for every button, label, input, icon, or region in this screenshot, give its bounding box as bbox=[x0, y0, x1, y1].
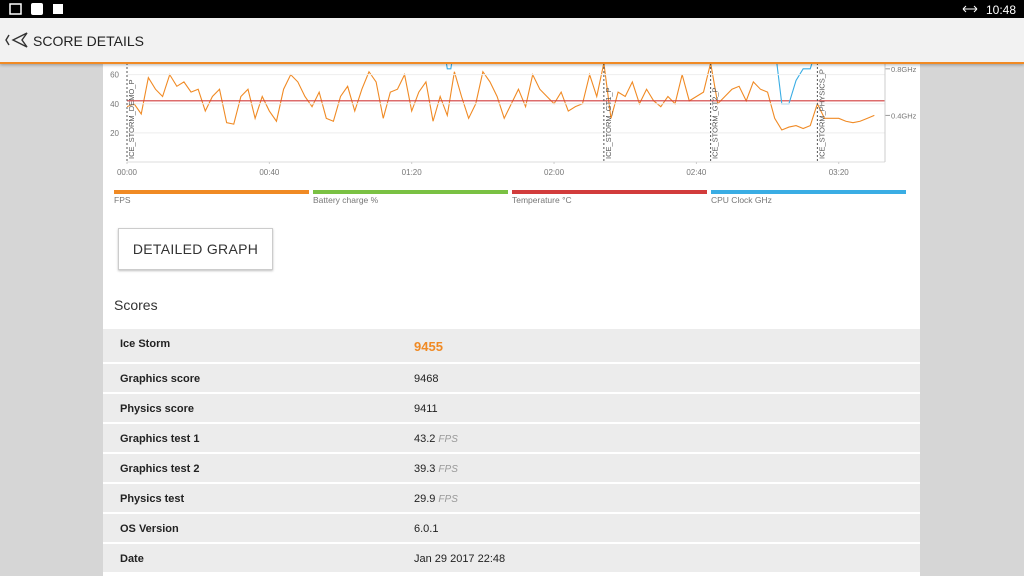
phase-label: ICE_STORM_GT1_P bbox=[604, 87, 613, 159]
score-number: 6.0.1 bbox=[414, 523, 439, 535]
y-tick-label: 20 bbox=[110, 129, 119, 138]
score-number: 29.9 bbox=[414, 493, 436, 505]
legend-label: Battery charge % bbox=[313, 195, 379, 205]
section-title: Scores bbox=[114, 297, 158, 313]
score-value: Jan 29 2017 22:48 bbox=[414, 553, 505, 565]
score-row: OS Version 6.0.1 bbox=[103, 512, 920, 542]
score-row: Date Jan 29 2017 22:48 bbox=[103, 542, 920, 572]
legend-swatch bbox=[313, 190, 508, 194]
score-value: 29.9 FPS bbox=[414, 493, 458, 505]
y-tick-label: 60 bbox=[110, 71, 119, 80]
legend-label: FPS bbox=[114, 195, 131, 205]
graph: 20 40 60 0.4GHz 0.8GHz 00:00 00:40 01:20 02:00 02… bbox=[110, 63, 917, 205]
score-value: 43.2 FPS bbox=[414, 433, 458, 445]
scores-table: Ice Storm 9455 Graphics score 9468 Physics s… bbox=[103, 327, 920, 572]
score-value: 9468 bbox=[414, 373, 438, 385]
score-number: 43.2 bbox=[414, 433, 436, 445]
back-button[interactable] bbox=[2, 18, 32, 62]
score-row: Graphics test 2 39.3 FPS bbox=[103, 452, 920, 482]
status-icons bbox=[9, 3, 63, 15]
series-line bbox=[127, 63, 875, 131]
score-row: Graphics score 9468 bbox=[103, 362, 920, 392]
score-name: OS Version bbox=[120, 523, 179, 535]
legend-swatch bbox=[114, 190, 309, 194]
score-unit: FPS bbox=[438, 434, 458, 445]
clock: 10:48 bbox=[985, 3, 1016, 17]
score-row: Physics test 29.9 FPS bbox=[103, 482, 920, 512]
score-row: Ice Storm 9455 bbox=[103, 327, 920, 362]
legend-label: CPU Clock GHz bbox=[711, 195, 772, 205]
phase-label: ICE_STORM_GT2_P bbox=[711, 87, 720, 159]
score-name: Graphics score bbox=[120, 373, 201, 385]
x-tick-label: 03:20 bbox=[829, 168, 850, 177]
score-unit: FPS bbox=[438, 464, 458, 475]
x-tick-label: 00:40 bbox=[259, 168, 280, 177]
x-tick-label: 01:20 bbox=[402, 168, 423, 177]
phase-label: ICE_STORM_PHYSICS_P bbox=[817, 69, 826, 159]
app-bar: SCORE DETAILS bbox=[0, 18, 1024, 64]
score-name: Date bbox=[120, 553, 144, 565]
score-row: Graphics test 1 43.2 FPS bbox=[103, 422, 920, 452]
score-value: 6.0.1 bbox=[414, 523, 438, 535]
detailed-graph-button[interactable]: DETAILED GRAPH bbox=[118, 228, 273, 270]
score-name: Graphics test 2 bbox=[120, 463, 200, 475]
score-row: Physics score 9411 bbox=[103, 392, 920, 422]
y2-tick-label: 0.4GHz bbox=[891, 111, 917, 120]
x-tick-label: 02:40 bbox=[686, 168, 707, 177]
score-unit: FPS bbox=[438, 494, 458, 505]
legend-label: Temperature °C bbox=[512, 195, 572, 205]
score-name: Graphics test 1 bbox=[120, 433, 200, 445]
status-bar: 10:48 bbox=[0, 0, 1024, 18]
score-name: Ice Storm bbox=[120, 338, 171, 350]
phase-label: ICE_STORM_DEMO_P bbox=[127, 80, 136, 159]
score-value: 39.3 FPS bbox=[414, 463, 458, 475]
score-number: 9455 bbox=[414, 339, 443, 354]
x-tick-label: 00:00 bbox=[117, 168, 138, 177]
score-name: Physics test bbox=[120, 493, 185, 505]
y-tick-label: 40 bbox=[110, 100, 119, 109]
score-number: Jan 29 2017 22:48 bbox=[414, 553, 506, 565]
score-value: 9455 bbox=[414, 339, 443, 354]
y2-tick-label: 0.8GHz bbox=[891, 65, 917, 74]
score-name: Physics score bbox=[120, 403, 194, 415]
legend-swatch bbox=[711, 190, 906, 194]
score-number: 9468 bbox=[414, 373, 439, 385]
screen-title: SCORE DETAILS bbox=[33, 33, 144, 49]
legend-swatch bbox=[512, 190, 707, 194]
status-icon bbox=[962, 5, 978, 13]
score-value: 9411 bbox=[414, 403, 438, 415]
x-tick-label: 02:00 bbox=[544, 168, 565, 177]
score-number: 9411 bbox=[414, 403, 438, 415]
score-number: 39.3 bbox=[414, 463, 436, 475]
